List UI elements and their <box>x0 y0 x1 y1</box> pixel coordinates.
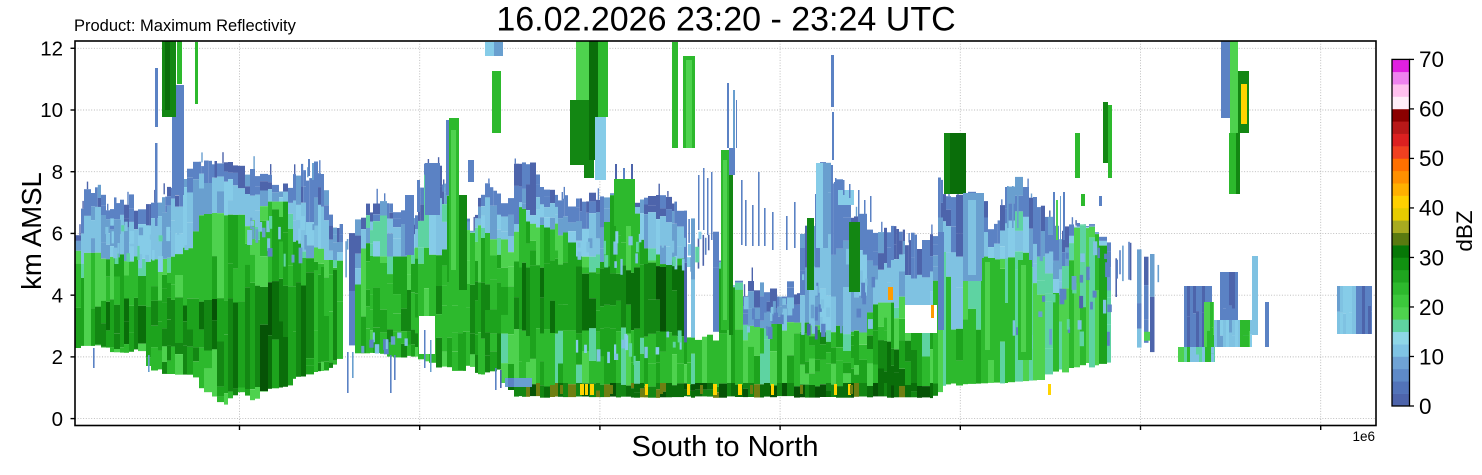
svg-text:60: 60 <box>1419 97 1444 122</box>
svg-text:km AMSL: km AMSL <box>16 172 47 290</box>
svg-text:10: 10 <box>40 99 63 122</box>
svg-text:Product: Maximum Reflectivity: Product: Maximum Reflectivity <box>74 17 297 35</box>
svg-text:30: 30 <box>1419 245 1444 270</box>
svg-text:20: 20 <box>1419 295 1444 320</box>
svg-text:dBZ: dBZ <box>1452 210 1477 252</box>
svg-text:1e6: 1e6 <box>1352 429 1375 444</box>
svg-text:South to North: South to North <box>632 431 819 463</box>
svg-text:16.02.2026 23:20 - 23:24 UTC: 16.02.2026 23:20 - 23:24 UTC <box>496 1 955 39</box>
svg-text:40: 40 <box>1419 196 1444 221</box>
svg-text:0: 0 <box>52 408 63 431</box>
svg-text:2: 2 <box>52 346 63 369</box>
svg-text:6: 6 <box>52 223 63 246</box>
svg-text:50: 50 <box>1419 146 1444 171</box>
svg-text:4: 4 <box>52 284 63 307</box>
svg-text:12: 12 <box>40 38 63 61</box>
svg-text:0: 0 <box>1419 394 1432 419</box>
svg-text:8: 8 <box>52 161 63 184</box>
svg-text:70: 70 <box>1419 47 1444 72</box>
svg-text:10: 10 <box>1419 344 1444 369</box>
